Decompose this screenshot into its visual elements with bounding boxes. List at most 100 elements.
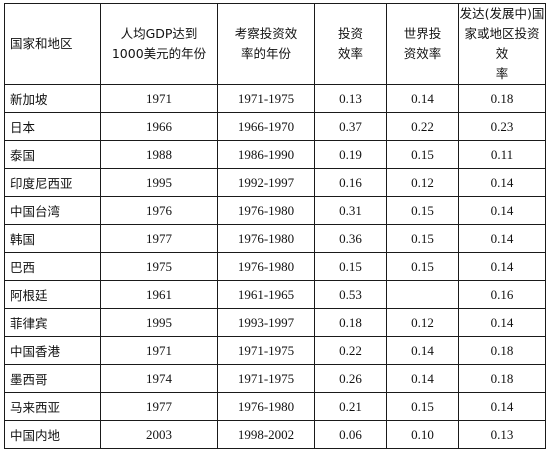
period-cell: 1976-1980 [217, 224, 315, 253]
peer-efficiency-cell: 0.14 [458, 168, 546, 197]
peer-efficiency-cell: 0.14 [458, 308, 546, 337]
header-text: 投资 [337, 26, 363, 41]
header-cell-peer-efficiency: 发达(发展中)国 家或地区投资效 率 [458, 3, 546, 85]
period-cell: 1961-1965 [217, 280, 315, 309]
gdp-year-cell: 1966 [100, 112, 218, 141]
world-efficiency-cell: 0.12 [386, 168, 459, 197]
gdp-year-cell: 1961 [100, 280, 218, 309]
gdp-year-cell: 1995 [100, 168, 218, 197]
peer-efficiency-cell: 0.18 [458, 84, 546, 113]
header-text: 效率 [337, 46, 363, 61]
header-text: 考察投资效 [234, 26, 298, 41]
region-cell: 墨西哥 [4, 364, 101, 393]
region-cell: 新加坡 [4, 84, 101, 113]
efficiency-cell: 0.13 [314, 84, 387, 113]
efficiency-cell: 0.19 [314, 140, 387, 169]
gdp-year-cell: 1971 [100, 84, 218, 113]
efficiency-cell: 0.16 [314, 168, 387, 197]
header-text: 人均GDP达到 [120, 26, 198, 41]
peer-efficiency-cell: 0.13 [458, 420, 546, 449]
efficiency-cell: 0.06 [314, 420, 387, 449]
efficiency-cell: 0.36 [314, 224, 387, 253]
world-efficiency-cell: 0.15 [386, 196, 459, 225]
header-cell-gdp-year: 人均GDP达到 1000美元的年份 [100, 3, 218, 85]
header-cell-world-efficiency: 世界投 资效率 [386, 3, 459, 85]
header-text: 世界投 [403, 26, 442, 41]
world-efficiency-cell: 0.15 [386, 392, 459, 421]
peer-efficiency-cell: 0.14 [458, 224, 546, 253]
table-body: 新加坡 1971 1971-1975 0.13 0.14 0.18 日本 1966 1966-1… [4, 84, 546, 449]
gdp-year-cell: 1988 [100, 140, 218, 169]
peer-efficiency-cell: 0.14 [458, 252, 546, 281]
gdp-year-cell: 2003 [100, 420, 218, 449]
header-text: 发达(发展中)国 [459, 6, 545, 21]
world-efficiency-cell: 0.12 [386, 308, 459, 337]
header-text: 1000美元的年份 [111, 46, 207, 61]
efficiency-cell: 0.26 [314, 364, 387, 393]
gdp-year-cell: 1977 [100, 224, 218, 253]
table-row: 巴西 1975 1976-1980 0.15 0.15 0.14 [4, 252, 546, 281]
gdp-year-cell: 1976 [100, 196, 218, 225]
region-cell: 韩国 [4, 224, 101, 253]
period-cell: 1998-2002 [217, 420, 315, 449]
efficiency-cell: 0.22 [314, 336, 387, 365]
efficiency-cell: 0.21 [314, 392, 387, 421]
period-cell: 1971-1975 [217, 84, 315, 113]
table-row: 新加坡 1971 1971-1975 0.13 0.14 0.18 [4, 84, 546, 113]
world-efficiency-cell: 0.15 [386, 140, 459, 169]
peer-efficiency-cell: 0.23 [458, 112, 546, 141]
region-cell: 马来西亚 [4, 392, 101, 421]
world-efficiency-cell: 0.14 [386, 364, 459, 393]
region-cell: 中国内地 [4, 420, 101, 449]
table-row: 韩国 1977 1976-1980 0.36 0.15 0.14 [4, 224, 546, 253]
header-text: 国家和地区 [10, 36, 73, 51]
region-cell: 中国台湾 [4, 196, 101, 225]
world-efficiency-cell: 0.15 [386, 224, 459, 253]
table-row: 中国香港 1971 1971-1975 0.22 0.14 0.18 [4, 336, 546, 365]
region-cell: 日本 [4, 112, 101, 141]
period-cell: 1993-1997 [217, 308, 315, 337]
header-cell-region: 国家和地区 [4, 3, 101, 85]
world-efficiency-cell: 0.10 [386, 420, 459, 449]
world-efficiency-cell: 0.14 [386, 336, 459, 365]
header-text: 家或地区投资效 [464, 26, 540, 61]
table-row: 中国台湾 1976 1976-1980 0.31 0.15 0.14 [4, 196, 546, 225]
period-cell: 1976-1980 [217, 252, 315, 281]
region-cell: 菲律宾 [4, 308, 101, 337]
header-text: 率 [495, 66, 509, 81]
period-cell: 1986-1990 [217, 140, 315, 169]
header-text: 资效率 [403, 46, 442, 61]
period-cell: 1976-1980 [217, 392, 315, 421]
world-efficiency-cell: 0.14 [386, 84, 459, 113]
gdp-year-cell: 1971 [100, 336, 218, 365]
table-row: 泰国 1988 1986-1990 0.19 0.15 0.11 [4, 140, 546, 169]
world-efficiency-cell: 0.15 [386, 252, 459, 281]
period-cell: 1971-1975 [217, 364, 315, 393]
period-cell: 1966-1970 [217, 112, 315, 141]
region-cell: 中国香港 [4, 336, 101, 365]
gdp-year-cell: 1995 [100, 308, 218, 337]
world-efficiency-cell: 0.22 [386, 112, 459, 141]
table-header-row: 国家和地区 人均GDP达到 1000美元的年份 考察投资效 率的年份 投资 效率… [4, 3, 546, 85]
efficiency-cell: 0.37 [314, 112, 387, 141]
peer-efficiency-cell: 0.18 [458, 364, 546, 393]
peer-efficiency-cell: 0.18 [458, 336, 546, 365]
efficiency-cell: 0.31 [314, 196, 387, 225]
peer-efficiency-cell: 0.14 [458, 392, 546, 421]
peer-efficiency-cell: 0.16 [458, 280, 546, 309]
table-row: 菲律宾 1995 1993-1997 0.18 0.12 0.14 [4, 308, 546, 337]
table-row: 日本 1966 1966-1970 0.37 0.22 0.23 [4, 112, 546, 141]
period-cell: 1971-1975 [217, 336, 315, 365]
region-cell: 巴西 [4, 252, 101, 281]
table-row: 阿根廷 1961 1961-1965 0.53 0.16 [4, 280, 546, 309]
period-cell: 1992-1997 [217, 168, 315, 197]
gdp-year-cell: 1977 [100, 392, 218, 421]
efficiency-cell: 0.15 [314, 252, 387, 281]
region-cell: 泰国 [4, 140, 101, 169]
table-row: 中国内地 2003 1998-2002 0.06 0.10 0.13 [4, 420, 546, 449]
table-row: 印度尼西亚 1995 1992-1997 0.16 0.12 0.14 [4, 168, 546, 197]
peer-efficiency-cell: 0.14 [458, 196, 546, 225]
header-cell-period: 考察投资效 率的年份 [217, 3, 315, 85]
investment-efficiency-table: 国家和地区 人均GDP达到 1000美元的年份 考察投资效 率的年份 投资 效率… [4, 3, 546, 449]
efficiency-cell: 0.18 [314, 308, 387, 337]
